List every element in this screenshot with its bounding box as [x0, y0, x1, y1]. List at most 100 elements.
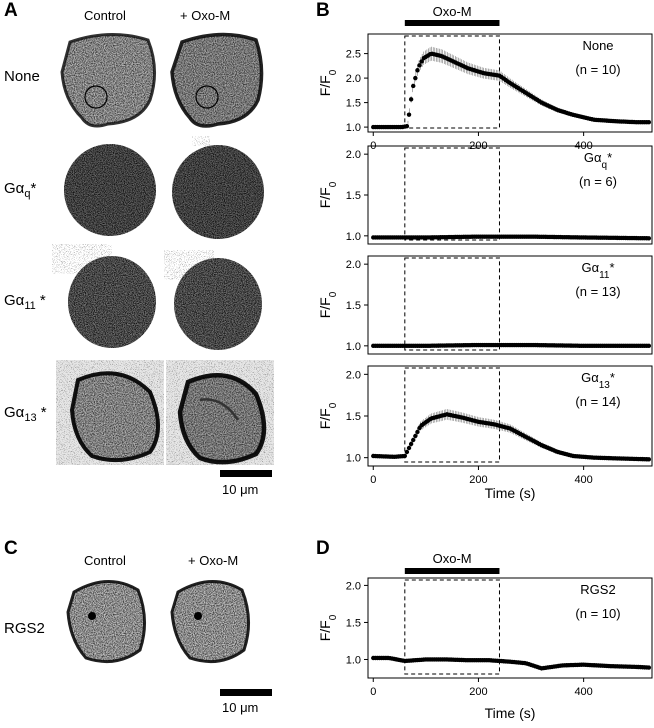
chart-frame: [367, 577, 653, 679]
y-tick-label: 1.0: [346, 453, 361, 465]
chart-n-label: (n = 13): [575, 284, 620, 299]
chart-2: 1.0 1.5 2.0 Gα11* (n = 13) F/F0: [317, 255, 653, 355]
y-axis-title-sub: 0: [328, 614, 339, 620]
cell-ga11-oxo-m: [164, 250, 262, 350]
data-point: [419, 59, 424, 64]
stimulus-window: [404, 35, 500, 129]
row-label-none: None: [4, 68, 40, 85]
y-tick-label: 1.5: [346, 411, 361, 423]
x-axis-title-d: Time (s): [485, 705, 536, 721]
chart-annotation: None: [582, 38, 613, 53]
panel-letter-b: B: [316, 0, 330, 21]
cell-none-control: [60, 32, 156, 128]
x-tick-label: 400: [574, 686, 592, 698]
data-point: [402, 453, 408, 459]
cell-ga13-control: [56, 360, 164, 465]
data-point: [646, 120, 652, 125]
annotation-star: *: [610, 370, 615, 385]
panel-letter-d: D: [316, 538, 330, 559]
y-axis-title: F/F0: [317, 291, 339, 318]
chart-n-label: (n = 10): [575, 62, 620, 77]
data-point: [406, 445, 412, 451]
chart-annotation: Gαq*: [584, 150, 612, 171]
annotation-subscript: q: [602, 160, 608, 171]
y-tick-label: 2.5: [346, 49, 361, 61]
chart-3: 1.0 1.5 2.0 0 200 400 Gα13* (n = 14) F/F0: [317, 365, 653, 486]
panel-letter-c: C: [4, 538, 18, 559]
data-point: [411, 437, 416, 443]
cell-ga11-control: [52, 244, 156, 348]
chart-annotation: Gα13*: [581, 370, 615, 391]
x-axis-title-b: Time (s): [485, 485, 536, 501]
column-label-control: Control: [84, 8, 126, 23]
scale-label-a: 10 μm: [222, 482, 259, 497]
y-tick-label: 2.0: [346, 259, 361, 271]
stimulus-window: [404, 579, 500, 675]
cell-gaq-oxo-m: [172, 136, 264, 239]
data-point: [417, 63, 422, 68]
y-tick-label: 2.0: [346, 369, 361, 381]
scale-label-c: 10 μm: [222, 700, 259, 715]
column-label-oxo-m: + Oxo-M: [180, 8, 231, 23]
chart-annotation: RGS2: [580, 582, 615, 597]
row-label-gaq: Gαq*: [4, 180, 37, 200]
stimulus-oxo-m-d-bar: [404, 568, 500, 574]
data-point: [413, 75, 418, 81]
y-tick-label: 1.5: [346, 98, 361, 110]
data-point: [406, 112, 412, 117]
y-tick-label: 1.0: [346, 122, 361, 134]
data-point: [415, 429, 420, 435]
stimulus-oxo-m-b-bar: [404, 20, 500, 26]
row-label-ga11: Gα11 *: [4, 292, 46, 312]
cell-none-oxo-m: [170, 32, 264, 128]
stimulus-oxo-m-b-label: Oxo-M: [433, 4, 472, 19]
cell-gaq-control: [64, 144, 156, 236]
y-axis-title-sub: 0: [328, 291, 339, 297]
x-tick-label: 200: [469, 686, 487, 698]
y-axis-title-sub: 0: [328, 181, 339, 187]
data-point: [415, 68, 420, 73]
annotation-star: *: [607, 150, 612, 165]
row-label-rgs2: RGS2: [4, 620, 45, 637]
panel-letter-a: A: [4, 0, 18, 21]
scale-bar-a: [220, 470, 272, 477]
cell-rgs2-oxo-m: [170, 580, 250, 664]
column-label-control-c: Control: [84, 553, 126, 568]
chart-annotation: Gα11*: [581, 260, 614, 281]
data-point: [404, 124, 410, 129]
chart-n-label: (n = 14): [575, 394, 620, 409]
y-tick-label: 1.0: [346, 341, 361, 353]
data-point: [646, 665, 652, 670]
data-point: [646, 343, 652, 349]
cell-rgs2-control: [66, 580, 146, 664]
data-point: [646, 457, 652, 462]
chart-n-label: (n = 10): [575, 606, 620, 621]
y-tick-label: 1.0: [346, 654, 361, 666]
stimulus-window: [404, 367, 500, 463]
chart-n-label: (n = 6): [579, 174, 617, 189]
annotation-subscript: 11: [599, 270, 610, 281]
annotation-star: *: [609, 260, 614, 275]
y-tick-label: 1.0: [346, 231, 361, 243]
y-tick-label: 1.5: [346, 617, 361, 629]
x-tick-label: 0: [370, 686, 376, 698]
annotation-subscript: 13: [599, 380, 611, 391]
chart-4: 1.0 1.5 2.0 0 200 400 RGS2 (n = 10) F/F0: [317, 577, 653, 698]
chart-frame: [367, 33, 653, 133]
data-point: [411, 83, 416, 89]
y-axis-title-sub: 0: [328, 402, 339, 408]
x-tick-label: 200: [469, 474, 487, 486]
x-tick-label: 0: [370, 474, 376, 486]
y-tick-label: 2.0: [346, 580, 361, 592]
data-point: [404, 449, 410, 455]
stimulus-window: [404, 147, 500, 241]
stimulus-oxo-m-d-label: Oxo-M: [433, 551, 472, 566]
data-point: [413, 433, 418, 439]
y-tick-label: 1.5: [346, 190, 361, 202]
y-axis-title: F/F0: [317, 614, 339, 641]
y-axis-title-sub: 0: [328, 69, 339, 75]
y-axis-title: F/F0: [317, 402, 339, 429]
data-point: [408, 97, 414, 102]
